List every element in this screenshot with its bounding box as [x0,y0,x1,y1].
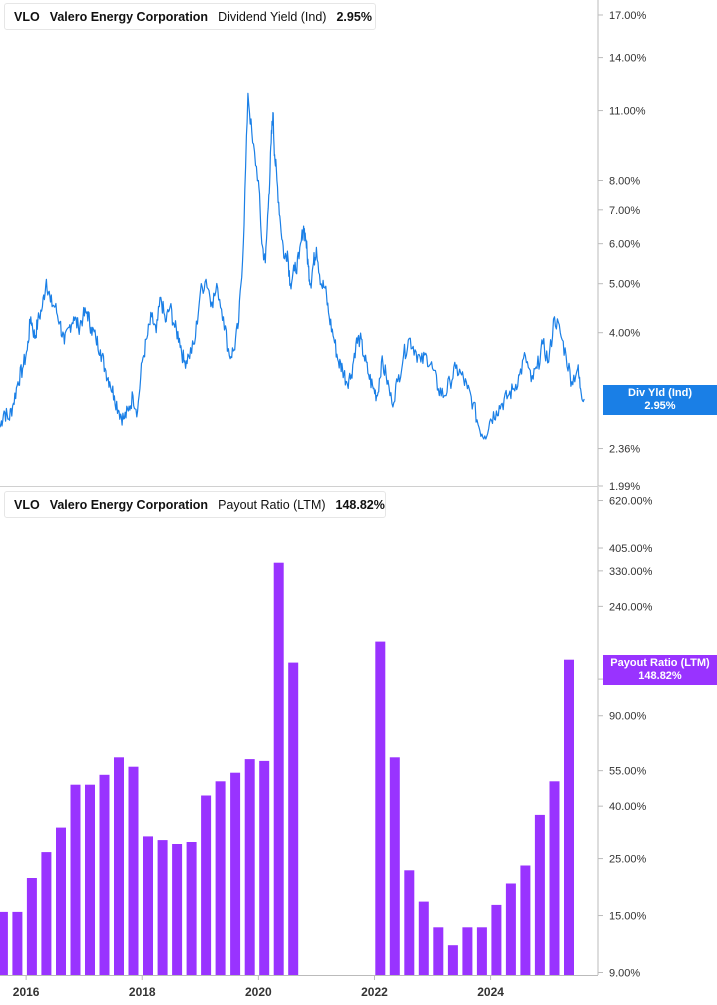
x-tick-label-0: 2016 [13,985,40,999]
legend-ticker: VLO [14,497,40,512]
yield-y-tick-label-9: 1.99% [609,481,640,493]
yield-y-tick-label-7: 4.00% [609,328,640,340]
payout-bar-1[interactable] [12,911,23,975]
payout-bar-37[interactable] [534,814,545,975]
payout-bar-10[interactable] [143,836,153,975]
payout-y-tick-label-6: 55.00% [609,766,647,778]
payout-bar-12[interactable] [172,844,183,975]
legend-company: Valero Energy Corporation [49,9,209,24]
x-tick-label-3: 2022 [361,985,388,999]
payout-bar-7[interactable] [99,774,110,975]
dividend-yield-legend[interactable]: VLO Valero Energy Corporation Dividend Y… [4,3,376,30]
payout-y-tick-label-0: 620.00% [609,496,653,508]
payout-y-tick-label-1: 405.00% [609,543,653,555]
x-tick-label-2: 2020 [245,985,272,999]
payout-y-tick-label-5: 90.00% [609,711,647,723]
payout-bar-26[interactable] [375,641,386,975]
payout-bar-35[interactable] [505,883,516,976]
legend-company: Valero Energy Corporation [49,497,209,512]
payout-bar-32[interactable] [462,927,473,975]
legend-metric: Dividend Yield (Ind) [218,9,327,24]
yield-y-tick-label-3: 8.00% [609,175,640,187]
payout-bar-2[interactable] [26,878,37,975]
yield-y-tick-label-5: 6.00% [609,239,640,251]
payout-bar-36[interactable] [520,865,531,976]
x-tick-label-1: 2018 [129,985,156,999]
payout-bar-38[interactable] [549,781,560,975]
tag-label: Div Yld (Ind) [628,387,692,399]
payout-ratio-legend[interactable]: VLO Valero Energy Corporation Payout Rat… [4,491,386,518]
payout-bar-29[interactable] [418,901,429,975]
payout-y-tick-label-7: 40.00% [609,801,647,813]
yield-y-tick-label-1: 14.00% [609,53,647,65]
payout-bar-8[interactable] [114,757,124,975]
payout-bar-30[interactable] [433,927,444,975]
payout-bar-16[interactable] [230,772,241,975]
dividend-yield-value-tag: Div Yld (Ind) 2.95% [603,385,717,415]
payout-bar-33[interactable] [476,927,487,975]
payout-y-tick-label-10: 9.00% [609,967,640,979]
payout-bar-3[interactable] [41,852,52,975]
yield-y-tick-label-4: 7.00% [609,205,640,217]
payout-y-tick-label-3: 240.00% [609,601,653,613]
payout-bar-19[interactable] [273,562,284,975]
payout-bar-0[interactable] [0,911,8,975]
payout-bar-5[interactable] [70,784,81,975]
x-tick-label-4: 2024 [477,985,504,999]
legend-ticker: VLO [14,9,40,24]
yield-y-tick-label-0: 17.00% [609,10,647,22]
payout-bar-34[interactable] [491,904,502,975]
yield-y-tick-label-6: 5.00% [609,279,640,291]
payout-bar-31[interactable] [447,945,458,975]
payout-y-tick-label-8: 25.00% [609,854,647,866]
payout-bar-39[interactable] [564,659,574,975]
yield-y-tick-label-2: 11.00% [609,106,646,118]
payout-bar-17[interactable] [244,759,255,975]
payout-y-tick-label-2: 330.00% [609,566,653,578]
top-y-axis-ticks: 17.00% 14.00% 11.00% 8.00% 7.00% 6.00% 5.00% 4.… [598,10,647,493]
legend-metric: Payout Ratio (LTM) [218,497,326,512]
tag-value: 2.95% [644,400,676,412]
payout-bar-6[interactable] [85,784,95,975]
payout-bar-27[interactable] [389,757,400,975]
dividend-yield-line [0,92,585,440]
payout-bar-18[interactable] [259,760,270,975]
tag-value: 148.82% [638,670,682,682]
x-axis-ticks: 2016 2018 2020 2022 2024 [13,975,504,999]
yield-y-tick-label-8: 2.36% [609,444,640,456]
legend-value: 148.82% [335,497,385,512]
tag-label: Payout Ratio (LTM) [610,657,710,669]
payout-ratio-bars [0,562,574,976]
payout-ratio-value-tag: Payout Ratio (LTM) 148.82% [603,655,717,685]
payout-bar-4[interactable] [56,827,66,975]
payout-bar-20[interactable] [288,662,299,975]
payout-bar-9[interactable] [128,766,139,975]
payout-bar-11[interactable] [157,840,168,975]
payout-y-tick-label-9: 15.00% [609,911,647,923]
payout-bar-14[interactable] [201,795,212,976]
legend-value: 2.95% [336,9,372,24]
payout-bar-13[interactable] [186,842,197,975]
payout-bar-28[interactable] [404,870,415,975]
payout-bar-15[interactable] [215,781,226,975]
bottom-y-axis-ticks: 620.00%405.00%330.00%240.00%125.00%90.00… [598,496,653,979]
